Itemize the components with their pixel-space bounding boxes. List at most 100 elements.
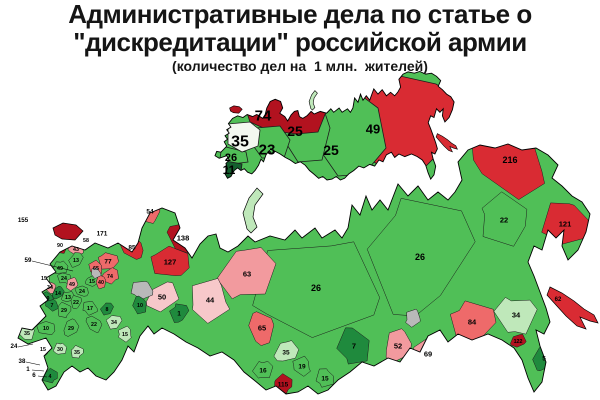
region-cell [52,342,67,355]
callout-label: 1 [26,366,30,373]
region-label: 43 [73,247,79,253]
inset-coastline [214,71,455,181]
district-label: 25 [323,142,339,158]
region-cell [71,345,84,359]
region-cell [292,355,311,377]
region-cell [252,241,380,338]
callout-line [37,375,48,378]
region-label: 74 [107,274,113,280]
region-label: 62 [555,297,562,303]
region-label: 122 [514,339,523,345]
sakhalin-shape [546,286,599,330]
region-label: 19 [298,363,306,370]
inset-novaya-zemlya [308,90,318,111]
region-cell [132,295,147,315]
callout-label: 155 [18,217,29,224]
region-label: 35 [74,350,80,356]
callout-label: 59 [25,257,32,264]
region-label: 4 [49,374,52,380]
region-cell [99,302,114,316]
region-label: 14 [55,291,61,297]
kaliningrad-shape [52,222,84,241]
region-label: 40 [98,280,104,286]
region-cell [117,325,132,343]
region-label: 34 [512,311,521,320]
region-label: 8 [106,307,109,313]
inset-kaliningrad [229,105,243,114]
region-label: 50 [158,293,166,302]
title-line-2: "дискредитации" российской армии [73,26,527,57]
region-cell [315,368,335,388]
region-label: 15 [89,279,95,285]
region-label: 5 [542,355,546,362]
region-label: 49 [57,266,63,272]
region-cell [248,311,275,346]
region-label: 29 [68,326,74,332]
novaya-zemlya-shape [242,187,264,234]
region-cell [51,286,65,300]
region-cell [74,285,89,297]
callout-line [31,260,74,272]
region-cell [510,334,527,348]
region-label: 10 [137,303,143,309]
region-label: 34 [47,285,53,291]
callout-line [17,343,34,348]
region-cell [65,277,79,292]
region-cell [45,299,59,312]
region-cell [366,198,476,317]
region-label: 15 [122,332,128,338]
region-label: 35 [24,331,30,337]
region-label: 13 [73,258,79,264]
region-label: 84 [468,318,477,327]
region-label: 171 [97,230,108,237]
region-label: 13 [65,295,71,301]
district-label: 26 [225,152,237,164]
callout-line [25,361,41,366]
region-cell [405,308,421,328]
region-cell [481,191,528,247]
region-label: 35 [282,349,290,356]
region-label: 24 [79,289,85,295]
region-label: 65 [258,324,266,333]
region-label: 63 [243,270,251,279]
region-label: 90 [57,243,63,249]
callout-label: 38 [19,358,26,365]
inset-sakhalin [435,133,458,153]
region-cell [493,297,538,335]
region-cell [192,278,231,324]
region-label: 15 [40,347,46,353]
district-label: 35 [231,134,249,151]
region-cell [91,267,102,279]
district-label: 25 [287,123,303,139]
region-label: 16 [259,367,267,374]
region-label: 7 [51,303,54,309]
region-cell [70,295,82,310]
region-label: 121 [559,220,572,229]
title-line-1: Административные дела по статье о [68,0,532,29]
region-cell [36,321,56,335]
district-label: 74 [255,107,272,124]
coastline [17,143,591,395]
region-label: 10 [43,326,49,332]
region-label: 29 [61,308,67,314]
region-label: 7 [352,342,356,351]
region-label: 115 [278,381,289,388]
region-label: 85 [128,244,136,251]
region-label: 26 [415,252,425,262]
title-block: Административные дела по статье о "дискр… [0,0,600,73]
region-label: 24 [61,276,67,282]
region-label: 22 [73,300,79,306]
region-label: 69 [424,350,432,359]
region-label: 15 [41,276,47,282]
callout-label: 24 [11,343,18,350]
region-label: 17 [87,306,93,312]
region-label: 58 [83,238,89,244]
region-cell [252,361,274,379]
region-cell [63,318,80,337]
callout-label: 6 [32,372,36,379]
region-label: 54 [146,208,154,215]
region-label: 216 [502,155,517,165]
callout-line [31,369,45,372]
